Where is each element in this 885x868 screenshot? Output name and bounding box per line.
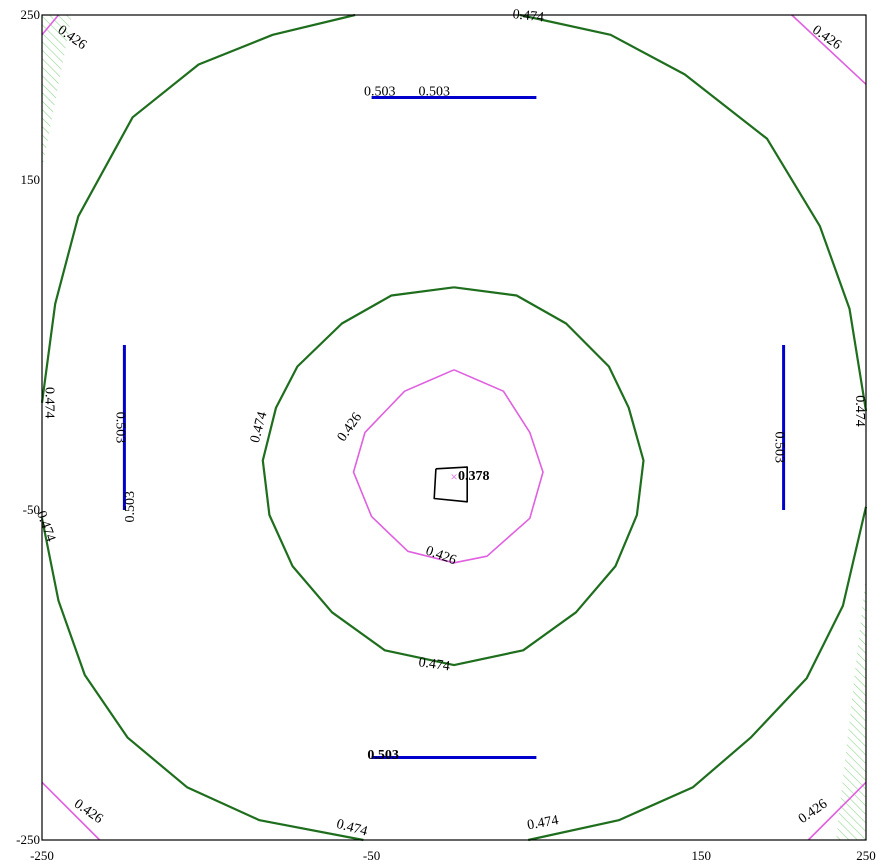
contour-lines — [40, 13, 868, 842]
hatch-region-bottom-right — [836, 575, 866, 840]
x-tick-label-2: 150 — [691, 848, 711, 863]
contour-0474-line-2 — [519, 13, 868, 412]
y-tick-label-3: -250 — [16, 832, 40, 847]
contour-label-11: 0.378 — [458, 469, 490, 484]
contour-label-8: 0.503 — [123, 491, 138, 523]
contour-0474-line-1 — [40, 13, 356, 403]
contour-0426-line-0 — [352, 369, 544, 564]
contour-0474-line-0 — [261, 286, 645, 667]
contour-label-19: 0.474 — [526, 813, 560, 833]
contour-0426-line-2 — [791, 14, 867, 85]
y-tick-label-0: 250 — [21, 7, 41, 22]
plot-frame — [41, 14, 867, 841]
y-tick-label-2: -50 — [23, 502, 40, 517]
contour-0474-line-3 — [40, 518, 364, 842]
contour-label-12: 0.503 — [771, 432, 786, 464]
contour-label-16: 0.503 — [367, 748, 399, 763]
contour-0378-line-0 — [433, 466, 469, 503]
contour-label-15: 0.474 — [418, 655, 451, 674]
contour-label-3: 0.503 — [364, 85, 396, 100]
x-tick-label-3: 250 — [856, 848, 876, 863]
contour-label-14: 0.426 — [424, 544, 459, 569]
x-tick-label-1: -50 — [363, 848, 380, 863]
y-tick-label-1: 150 — [21, 172, 41, 187]
contour-label-10: 0.426 — [335, 410, 365, 444]
contour-label-7: 0.503 — [112, 412, 127, 444]
contour-label-17: 0.426 — [71, 797, 105, 827]
center-marker: × — [450, 469, 457, 484]
contour-label-6: 0.474 — [852, 395, 867, 427]
contour-label-4: 0.503 — [418, 85, 450, 100]
contour-0426-line-3 — [41, 781, 101, 841]
contour-0426-line-1 — [41, 14, 60, 36]
contour-label-0: 0.474 — [512, 7, 545, 25]
contour-0474-line-4 — [527, 506, 868, 842]
contour-labels: 0.474 0.426 0.426 0.503 0.503 0.474 0.474 0.503… — [33, 7, 867, 839]
x-tick-label-0: -250 — [30, 848, 54, 863]
axis-tick-labels: -250 -50 150 250 250 150 -50 -250 — [16, 7, 876, 863]
contour-label-5: 0.474 — [41, 387, 56, 419]
hatch-region-top-left — [42, 15, 72, 170]
hatched-regions — [42, 15, 866, 840]
center-marker-x: × — [450, 469, 457, 484]
contour-0426-line-4 — [807, 781, 867, 841]
